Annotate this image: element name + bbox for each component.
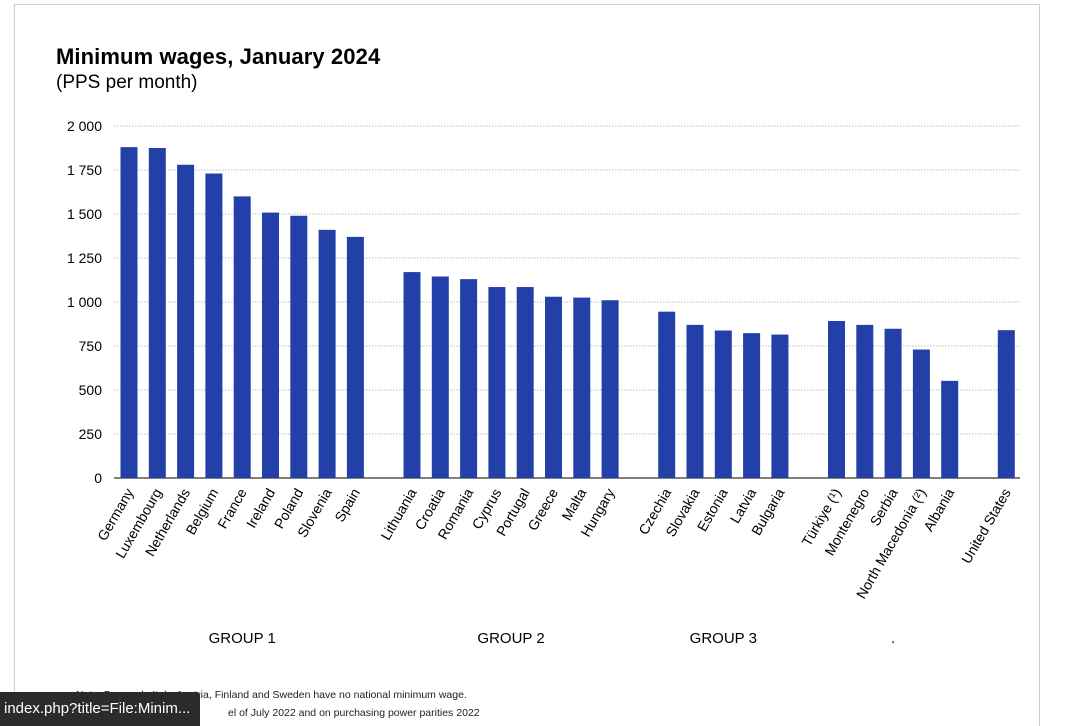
bar — [290, 215, 308, 478]
chart-subtitle: (PPS per month) — [56, 72, 198, 93]
y-tick-label: 1 500 — [67, 206, 102, 222]
bar — [828, 321, 845, 478]
group-label: GROUP 1 — [209, 630, 276, 647]
y-tick-label: 500 — [79, 382, 103, 398]
bar — [346, 236, 364, 478]
status-bar-link-url: index.php?title=File:Minim... — [0, 692, 201, 726]
bar — [233, 196, 251, 478]
bar — [573, 297, 591, 478]
y-tick-label: 2 000 — [67, 118, 102, 134]
bar — [545, 296, 562, 478]
x-tick-label: Spain — [331, 486, 363, 525]
bar — [601, 300, 619, 478]
bar — [771, 334, 789, 478]
bar — [912, 349, 930, 478]
bar — [318, 229, 336, 478]
bar — [120, 147, 138, 478]
bar — [941, 380, 959, 478]
bar — [884, 328, 902, 478]
y-tick-label: 1 000 — [67, 294, 102, 310]
bar — [997, 330, 1015, 478]
y-tick-label: 1 250 — [67, 250, 102, 266]
bar — [856, 324, 874, 478]
bar — [658, 311, 676, 478]
bar — [177, 164, 195, 478]
bar — [262, 212, 279, 479]
bar — [148, 148, 166, 478]
group-label: GROUP 3 — [690, 630, 757, 647]
x-tick-label: United States — [958, 486, 1014, 567]
y-tick-label: 750 — [79, 338, 103, 354]
bar — [431, 276, 449, 478]
x-tick-label: Lithuania — [377, 485, 419, 542]
bar — [743, 333, 761, 478]
bar — [488, 287, 506, 478]
bar — [403, 272, 421, 478]
group-label: GROUP 2 — [477, 630, 544, 647]
group-label: . — [891, 630, 895, 647]
note-line-2: el of July 2022 and on purchasing power … — [228, 707, 480, 719]
y-tick-label: 0 — [94, 470, 102, 486]
bar — [205, 173, 223, 478]
y-tick-label: 1 750 — [67, 162, 102, 178]
bar — [686, 324, 704, 478]
bar — [516, 287, 534, 478]
bar — [460, 279, 478, 478]
chart-title: Minimum wages, January 2024 — [56, 44, 381, 69]
bar — [714, 330, 732, 478]
y-tick-label: 250 — [79, 426, 103, 442]
